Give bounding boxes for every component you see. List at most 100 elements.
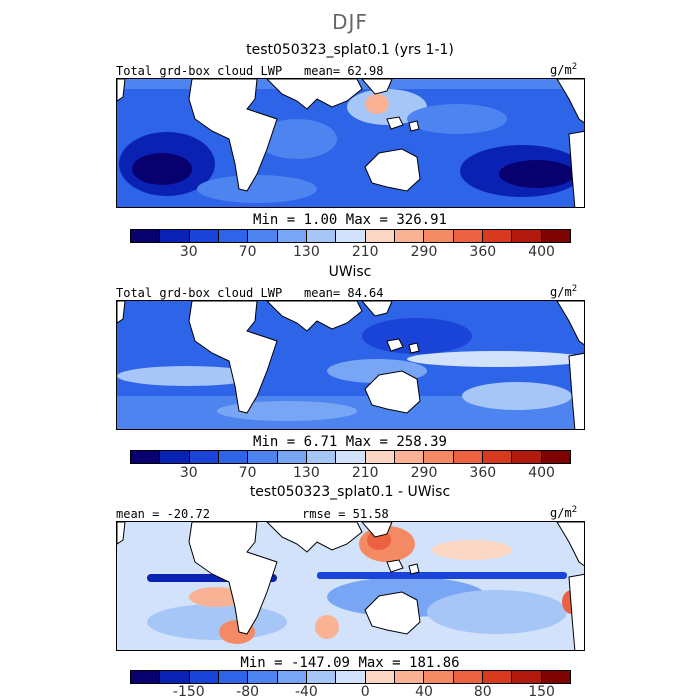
colorbar-tick-label: 360: [469, 465, 497, 481]
panel-1-map-svg: [117, 79, 584, 207]
colorbar-swatch: [365, 671, 395, 683]
panel-2-max-label: Max =: [345, 434, 388, 450]
panel-2-colorbar-ticks: 30 70 130 210 290 360 400: [130, 465, 571, 481]
colorbar-swatch: [365, 230, 395, 242]
colorbar-tick-label: 400: [528, 465, 555, 481]
colorbar-swatch: [512, 230, 542, 242]
colorbar-tick-label: -40: [294, 684, 318, 700]
colorbar-swatch: [541, 230, 570, 242]
colorbar-tick-label: 130: [293, 244, 320, 260]
panel-3-field-south-pacific-neg: [427, 590, 567, 634]
panel-2-colorbar: [130, 450, 571, 464]
panel-2-min-label: Min =: [253, 434, 296, 450]
colorbar-swatch: [453, 230, 483, 242]
colorbar-swatch: [365, 451, 395, 463]
colorbar-tick-label: 290: [410, 244, 438, 260]
panel-3-rmse-value: 51.58: [352, 507, 389, 521]
panel-2-mean-text: mean=: [304, 286, 341, 300]
colorbar-swatch: [424, 230, 454, 242]
panel-1-title: test050323_splat0.1 (yrs 1-1): [246, 42, 454, 58]
panel-1-land: [117, 79, 584, 207]
colorbar-swatch: [394, 230, 425, 242]
colorbar-swatch: [482, 451, 513, 463]
panel-2-units-exp: 2: [571, 284, 578, 294]
colorbar-tick-label: 70: [238, 244, 257, 260]
panel-3-max-value: 181.86: [409, 655, 460, 671]
panel-2-map: [116, 300, 585, 430]
panel-2-land: [117, 301, 584, 429]
colorbar-swatch: [189, 230, 219, 242]
colorbar-swatch: [424, 451, 454, 463]
panel-3-field-indian-pos: [315, 615, 339, 639]
colorbar-swatch: [189, 451, 219, 463]
panel-3-minmax: Min = -147.09 Max = 181.86: [130, 655, 570, 671]
colorbar-swatch: [306, 451, 337, 463]
panel-1-mean-text: mean=: [304, 64, 341, 78]
colorbar-swatch: [160, 230, 190, 242]
panel-2-field-itcz: [407, 351, 584, 367]
panel-1-min-value: 1.00: [303, 212, 338, 228]
colorbar-tick-label: 40: [415, 684, 433, 700]
colorbar-swatch: [277, 230, 307, 242]
colorbar-swatch: [424, 671, 454, 683]
panel-2-field-south-indian: [217, 401, 357, 421]
panel-3-units: g/m2: [550, 505, 577, 520]
colorbar-swatch: [453, 451, 483, 463]
colorbar-tick-label: 290: [410, 465, 438, 481]
colorbar-swatch: [306, 671, 337, 683]
panel-1-max-label: Max =: [345, 212, 388, 228]
panel-2-max-value: 258.39: [396, 434, 447, 450]
colorbar-swatch: [482, 671, 513, 683]
panel-2-min-value: 6.71: [303, 434, 338, 450]
colorbar-swatch: [336, 671, 366, 683]
colorbar-tick-label: 70: [238, 465, 257, 481]
colorbar-swatch: [248, 671, 278, 683]
panel-1-colorbar: [130, 229, 571, 243]
panel-1-field-east-pacific-core: [499, 160, 575, 188]
colorbar-swatch: [541, 671, 570, 683]
panel-3-land: [117, 522, 584, 650]
panel-3-field-pacific-band: [317, 572, 567, 579]
colorbar-tick-label: 30: [179, 244, 198, 260]
colorbar-tick-label: -150: [172, 684, 205, 700]
colorbar-swatch: [248, 451, 278, 463]
colorbar-swatch: [512, 671, 542, 683]
panel-3-min-value: -147.09: [290, 655, 350, 671]
colorbar-swatch: [189, 671, 219, 683]
panel-1-mean-value: 62.98: [347, 64, 384, 78]
panel-3-rmse-label: rmse = 51.58: [302, 507, 389, 521]
colorbar-swatch: [131, 230, 161, 242]
colorbar-swatch: [218, 451, 249, 463]
panel-3-units-base: g/m: [550, 506, 572, 520]
colorbar-swatch: [248, 230, 278, 242]
colorbar-swatch: [541, 451, 570, 463]
figure-title: DJF: [332, 10, 368, 34]
panel-1-field-north-pacific-peak: [365, 94, 389, 114]
panel-1-units: g/m2: [550, 62, 577, 77]
panel-1-field-pacific-north: [407, 104, 507, 134]
colorbar-swatch: [218, 230, 249, 242]
panel-1-field-south-atlantic-core: [132, 153, 192, 185]
panel-3-field-north-pacific-pos: [432, 540, 512, 560]
colorbar-swatch: [160, 451, 190, 463]
colorbar-swatch: [306, 230, 337, 242]
panel-3-map: [116, 521, 585, 651]
colorbar-swatch: [131, 451, 161, 463]
colorbar-tick-label: 210: [351, 244, 379, 260]
colorbar-tick-label: 400: [528, 244, 555, 260]
panel-2-mean-value: 84.64: [347, 286, 384, 300]
panel-3-min-label: Min =: [240, 655, 283, 671]
colorbar-tick-label: 210: [351, 465, 379, 481]
panel-2-variable-label: Total grd-box cloud LWP: [116, 286, 283, 300]
colorbar-tick-label: 150: [528, 684, 555, 700]
colorbar-swatch: [394, 451, 425, 463]
panel-1-units-base: g/m: [550, 63, 572, 77]
colorbar-swatch: [218, 671, 249, 683]
colorbar-tick-label: 360: [469, 244, 497, 260]
panel-2-title: UWisc: [328, 264, 372, 280]
panel-3-colorbar-ticks: -150 -80 -40 0 40 80 150: [130, 684, 571, 700]
panel-3-units-exp: 2: [571, 505, 578, 515]
panel-3-rmse-text: rmse =: [302, 507, 346, 521]
panel-1-mean-label: mean= 62.98: [304, 64, 383, 78]
colorbar-tick-label: -80: [236, 684, 260, 700]
